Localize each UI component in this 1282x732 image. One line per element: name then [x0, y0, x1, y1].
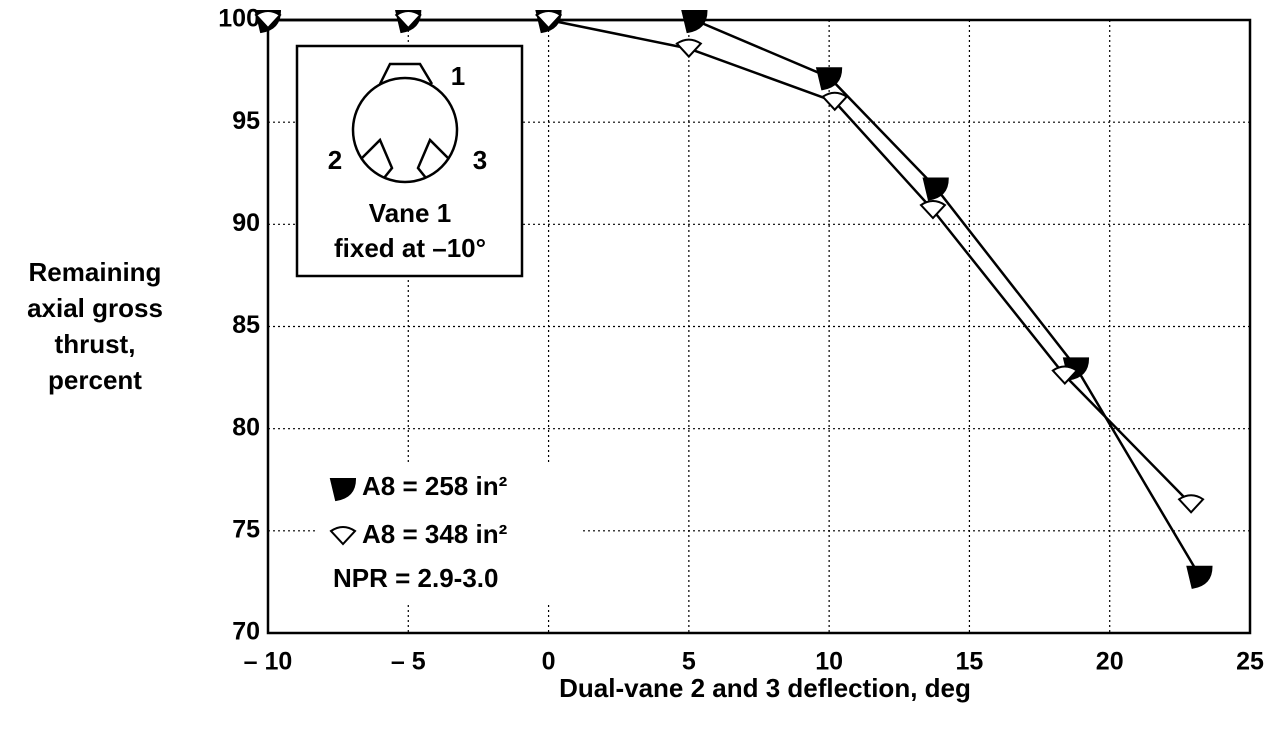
x-tick-label: 25 — [1236, 648, 1264, 676]
x-tick-label: 20 — [1096, 648, 1124, 676]
marker — [681, 10, 708, 34]
x-axis-label: Dual-vane 2 and 3 deflection, deg — [559, 673, 971, 703]
vane — [378, 62, 434, 85]
y-axis-label: Remaining — [29, 257, 162, 287]
marker — [815, 67, 843, 91]
vane — [416, 137, 449, 179]
legend-label: A8 = 348 in² — [362, 519, 508, 549]
marker — [254, 10, 282, 30]
inset-box — [295, 44, 524, 278]
marker — [535, 10, 563, 30]
legend-label: A8 = 258 in² — [362, 471, 508, 501]
nozzle — [351, 76, 459, 184]
x-tick-label: 15 — [956, 648, 984, 676]
legend-marker — [329, 526, 357, 546]
vane-label: 2 — [328, 145, 342, 175]
plot-frame — [266, 18, 1252, 635]
marker — [1051, 365, 1079, 386]
y-axis-label: thrust, — [55, 329, 136, 359]
inset-caption: fixed at –10° — [334, 233, 486, 263]
y-axis-label: percent — [48, 365, 142, 395]
y-tick-label: 100 — [218, 5, 260, 33]
vane-label: 1 — [451, 61, 465, 91]
vane-label: 3 — [473, 145, 487, 175]
x-tick-label: 5 — [682, 648, 696, 676]
annotation: NPR = 2.9-3.0 — [333, 563, 498, 593]
y-axis-label: axial gross — [27, 293, 163, 323]
y-tick-label: 70 — [232, 618, 260, 646]
y-tick-label: 90 — [232, 209, 260, 237]
x-tick-label: 10 — [815, 648, 843, 676]
marker — [1177, 494, 1205, 514]
x-tick-label: 0 — [542, 648, 556, 676]
legend-box — [318, 462, 580, 602]
marker — [821, 91, 849, 112]
y-tick-label: 85 — [232, 311, 260, 339]
x-tick-label: – 5 — [391, 648, 426, 676]
y-tick-label: 75 — [232, 515, 260, 543]
marker — [919, 200, 947, 220]
inset-caption: Vane 1 — [369, 198, 451, 228]
y-tick-label: 95 — [232, 107, 260, 135]
marker — [394, 10, 422, 30]
marker — [675, 38, 703, 59]
marker — [922, 177, 949, 201]
x-tick-label: – 10 — [244, 648, 293, 676]
vane — [361, 137, 394, 179]
series-line — [268, 18, 1192, 506]
y-tick-label: 80 — [232, 413, 260, 441]
legend-marker — [329, 478, 357, 502]
marker — [1186, 565, 1213, 589]
